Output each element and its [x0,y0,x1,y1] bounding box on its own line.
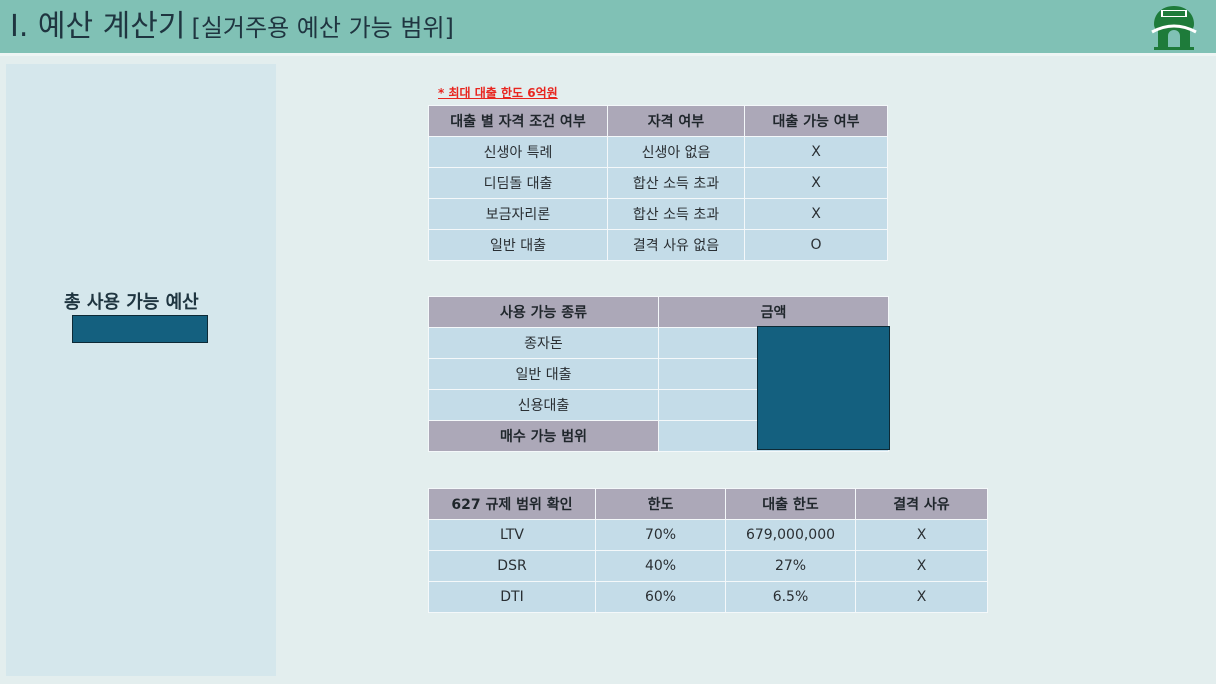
max-loan-note: * 최대 대출 한도 6억원 [438,86,558,100]
table-header-cell: 627 규제 범위 확인 [428,488,596,520]
table-cell: X [744,136,888,168]
table-header-cell: 결격 사유 [855,488,988,520]
page-title-subtitle: [실거주용 예산 가능 범위] [191,14,454,42]
table-cell: 신용대출 [428,389,659,421]
table-cell: 합산 소득 초과 [607,167,745,199]
table-cell: 27% [725,550,856,582]
table-header-row: 627 규제 범위 확인 한도 대출 한도 결격 사유 [428,488,988,520]
table-cell: O [744,229,888,261]
table-row: LTV 70% 679,000,000 X [428,519,988,551]
table-row: 일반 대출 결격 사유 없음 O [428,229,888,261]
header-bar: I. 예산 계산기 [실거주용 예산 가능 범위] [0,0,1216,53]
table-cell: 보금자리론 [428,198,608,230]
total-budget-box [72,315,208,343]
table-cell: 679,000,000 [725,519,856,551]
table-row: 보금자리론 합산 소득 초과 X [428,198,888,230]
table-cell: LTV [428,519,596,551]
table-cell: DTI [428,581,596,613]
total-budget-label: 총 사용 가능 예산 [64,292,199,313]
table-cell: 종자돈 [428,327,659,359]
table-cell: 40% [595,550,726,582]
page-title-main: I. 예산 계산기 [10,9,186,44]
table-cell: 일반 대출 [428,358,659,390]
table-cell: X [855,519,988,551]
budget-panel [6,64,276,676]
table-cell: 결격 사유 없음 [607,229,745,261]
table-row: 디딤돌 대출 합산 소득 초과 X [428,167,888,199]
table-header-cell: 금액 [658,296,889,328]
table-cell: X [744,167,888,199]
table-row: DTI 60% 6.5% X [428,581,988,613]
table-header-row: 사용 가능 종류 금액 [428,296,889,328]
eligibility-table: 대출 별 자격 조건 여부 자격 여부 대출 가능 여부 신생아 특례 신생아 … [428,105,888,261]
table-cell: 일반 대출 [428,229,608,261]
table-cell: 합산 소득 초과 [607,198,745,230]
header-divider [0,53,1216,56]
table-header-row: 대출 별 자격 조건 여부 자격 여부 대출 가능 여부 [428,105,888,137]
table-cell: 신생아 없음 [607,136,745,168]
table-cell: 신생아 특례 [428,136,608,168]
table-cell: 70% [595,519,726,551]
table-cell: 60% [595,581,726,613]
table-cell: X [855,550,988,582]
table-header-cell: 자격 여부 [607,105,745,137]
table-header-cell: 한도 [595,488,726,520]
table-header-cell: 대출 한도 [725,488,856,520]
table-cell: 디딤돌 대출 [428,167,608,199]
table-cell: 6.5% [725,581,856,613]
regulation-table: 627 규제 범위 확인 한도 대출 한도 결격 사유 LTV 70% 679,… [428,488,988,613]
table-row: DSR 40% 27% X [428,550,988,582]
table-cell: DSR [428,550,596,582]
table-header-cell: 사용 가능 종류 [428,296,659,328]
table-header-cell: 대출 별 자격 조건 여부 [428,105,608,137]
total-label-cell: 매수 가능 범위 [428,420,659,452]
gate-emblem-icon [1151,6,1197,50]
table-header-cell: 대출 가능 여부 [744,105,888,137]
page-title: I. 예산 계산기 [실거주용 예산 가능 범위] [10,8,454,47]
amount-box [757,326,890,450]
table-cell: X [744,198,888,230]
table-row: 신생아 특례 신생아 없음 X [428,136,888,168]
table-cell: X [855,581,988,613]
